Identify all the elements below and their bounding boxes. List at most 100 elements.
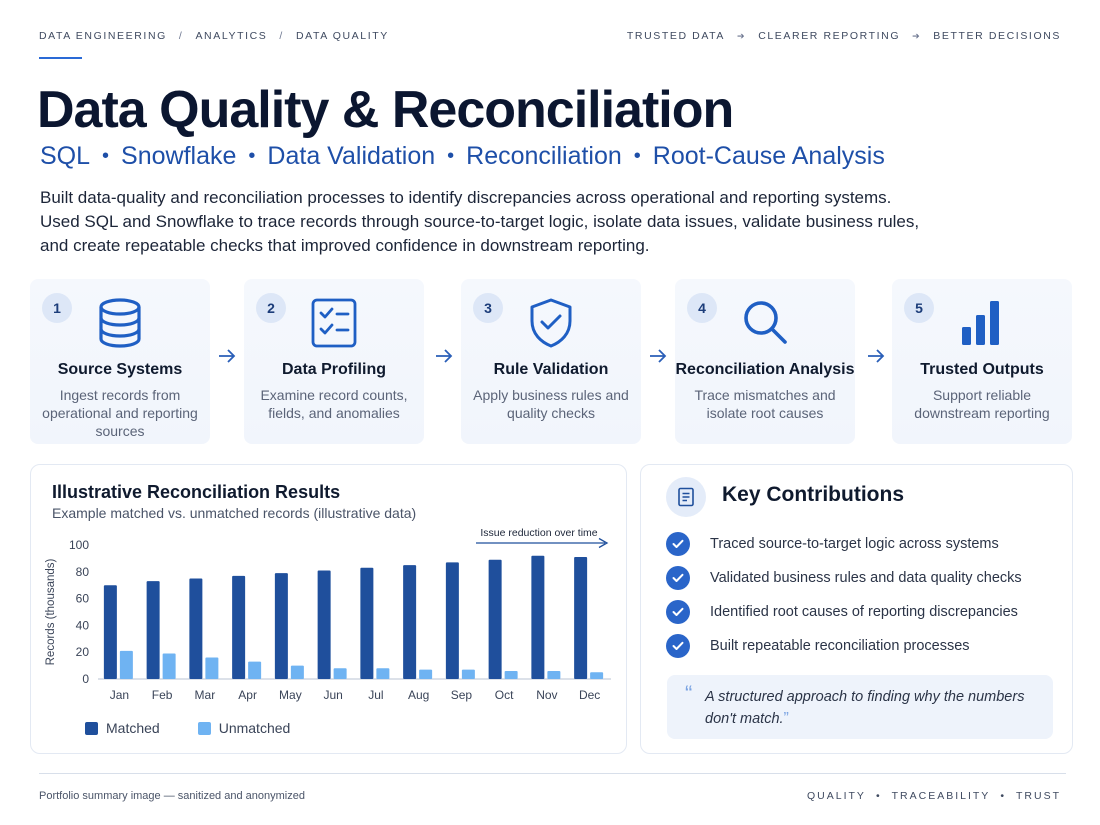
accent-divider: [39, 57, 82, 59]
footer-value: QUALITY: [807, 790, 866, 802]
bar-matched-aug: [403, 565, 417, 679]
list-item: Validated business rules and data qualit…: [666, 561, 1022, 595]
database-icon: [99, 298, 141, 348]
legend-item-unmatched: Unmatched: [197, 720, 290, 736]
footer-divider: [39, 773, 1066, 774]
chart-title: Illustrative Reconciliation Results: [52, 482, 341, 502]
y-axis-label: Records (thousands): [45, 558, 57, 665]
step-number: 3: [473, 293, 503, 323]
footer-values: QUALITY • TRACEABILITY • TRUST: [807, 790, 1061, 802]
y-tick-label: 0: [82, 672, 89, 686]
step-title: Reconciliation Analysis: [675, 361, 855, 378]
bar-unmatched-jul: [376, 668, 390, 679]
legend-label: Matched: [106, 720, 160, 736]
bar-unmatched-jan: [119, 650, 133, 679]
skill-item: Reconciliation: [466, 142, 622, 170]
step-description: Ingest records from operational and repo…: [42, 387, 198, 439]
x-tick-label: May: [279, 688, 302, 702]
x-tick-label: Jun: [323, 688, 342, 702]
skill-item: Root-Cause Analysis: [652, 142, 885, 170]
bar-chart-icon: [962, 301, 999, 345]
breadcrumb-item[interactable]: DATA QUALITY: [295, 30, 389, 42]
legend-swatch: [85, 721, 98, 735]
bar-unmatched-dec: [590, 672, 604, 679]
shield-check-icon: [530, 298, 572, 348]
y-tick-label: 100: [69, 538, 89, 552]
bar-matched-dec: [574, 557, 588, 679]
magnifier-icon: [744, 301, 787, 344]
check-circle-icon: [666, 532, 690, 556]
step-description: Apply business rules and quality checks: [473, 387, 629, 421]
chart-annotation: Issue reduction over time: [480, 527, 597, 539]
top-bar: DATA ENGINEERING / ANALYTICS / DATA QUAL…: [39, 29, 1061, 43]
bar-matched-apr: [232, 575, 246, 679]
bar-matched-jan: [103, 585, 117, 679]
step-number: 2: [256, 293, 286, 323]
check-circle-icon: [666, 634, 690, 658]
skill-item: Data Validation: [267, 142, 436, 170]
breadcrumb-item[interactable]: DATA ENGINEERING: [39, 30, 167, 42]
bar-matched-oct: [488, 559, 502, 679]
step-number: 1: [42, 293, 72, 323]
step-title: Data Profiling: [281, 361, 386, 378]
bar-unmatched-aug: [419, 669, 433, 679]
process-steps: 1 Source Systems Ingest records from ope…: [30, 279, 1075, 444]
step-card-source-systems: 1 Source Systems Ingest records from ope…: [30, 279, 210, 444]
tagline: TRUSTED DATA ➔ CLEARER REPORTING ➔ BETTE…: [627, 30, 1061, 42]
y-tick-label: 60: [76, 592, 90, 606]
step-card-reconciliation-analysis: 4 Reconciliation Analysis Trace mismatch…: [675, 279, 855, 444]
quote-close-icon: ”: [783, 710, 789, 727]
bar-unmatched-jun: [333, 668, 347, 679]
bar-unmatched-mar: [205, 657, 219, 679]
bar-unmatched-nov: [547, 670, 561, 679]
reconciliation-chart-panel: 0 20 40 60 80 100 Records (thousands) Jan Feb Mar…: [30, 464, 627, 754]
skill-item: SQL: [40, 142, 91, 170]
legend-swatch: [197, 721, 211, 735]
footer-value: TRUST: [1016, 790, 1061, 802]
contribution-text: Traced source-to-target logic across sys…: [710, 536, 999, 552]
contribution-text: Identified root causes of reporting disc…: [710, 604, 1018, 620]
breadcrumb-item[interactable]: ANALYTICS: [195, 30, 268, 42]
step-description: Examine record counts, fields, and anoma…: [260, 387, 408, 421]
contribution-text: Built repeatable reconciliation processe…: [710, 638, 970, 654]
y-tick-label: 80: [76, 565, 90, 579]
step-title: Rule Validation: [493, 361, 609, 378]
contributions-title: Key Contributions: [722, 483, 904, 506]
arrow-right-icon: [868, 349, 885, 363]
bar-matched-feb: [146, 581, 160, 679]
document-icon: [666, 477, 706, 517]
quote-box: “ A structured approach to finding why t…: [667, 675, 1053, 739]
bar-matched-may: [274, 573, 288, 679]
chart-subtitle: Example matched vs. unmatched records (i…: [52, 505, 417, 521]
bullet-icon: •: [633, 145, 641, 167]
tagline-item: BETTER DECISIONS: [933, 30, 1061, 42]
legend-item-matched: Matched: [85, 720, 160, 736]
step-description: Support reliable downstream reporting: [914, 387, 1050, 421]
arrow-right-icon: [436, 349, 453, 363]
bar-unmatched-oct: [504, 670, 518, 679]
x-tick-label: Dec: [579, 688, 600, 702]
description-line: and create repeatable checks that improv…: [40, 236, 650, 255]
bar-matched-sep: [445, 562, 459, 679]
quote-open-icon: “: [685, 681, 693, 706]
tagline-item: TRUSTED DATA: [626, 30, 726, 42]
contributions-list: Traced source-to-target logic across sys…: [666, 527, 1022, 663]
list-item: Built repeatable reconciliation processe…: [666, 629, 1022, 663]
arrow-right-icon: ➔: [912, 30, 922, 41]
step-card-trusted-outputs: 5 Trusted Outputs Support reliable downs…: [892, 279, 1072, 444]
x-tick-label: Mar: [195, 688, 216, 702]
description-line: Used SQL and Snowflake to trace records …: [40, 212, 920, 231]
step-number: 4: [687, 293, 717, 323]
bullet-icon: •: [248, 145, 256, 167]
x-tick-label: Apr: [238, 688, 257, 702]
breadcrumb: DATA ENGINEERING / ANALYTICS / DATA QUAL…: [39, 30, 389, 42]
bullet-icon: •: [102, 145, 110, 167]
step-description: Trace mismatches and isolate root causes: [694, 387, 836, 421]
arrow-right-icon: ➔: [737, 30, 747, 41]
tagline-item: CLEARER REPORTING: [758, 30, 901, 42]
bar-unmatched-feb: [162, 653, 176, 679]
y-tick-label: 20: [76, 645, 90, 659]
bullet-icon: •: [1000, 790, 1006, 802]
contribution-text: Validated business rules and data qualit…: [710, 570, 1022, 586]
bar-unmatched-may: [290, 665, 304, 679]
